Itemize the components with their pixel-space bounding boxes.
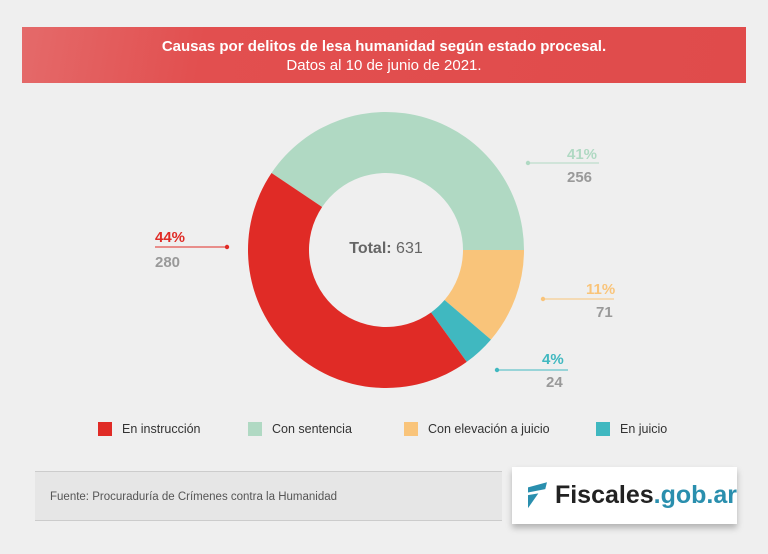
legend-item-elevacion: Con elevación a juicio (404, 422, 550, 436)
legend-swatch (248, 422, 262, 436)
pct-label-con-sentencia: 41% (567, 146, 598, 163)
leader-dot (494, 367, 500, 373)
legend-label: Con sentencia (272, 422, 352, 436)
value-label-en-instruccion: 280 (155, 254, 181, 271)
slice-en-juicio (431, 300, 491, 362)
legend-swatch (98, 422, 112, 436)
legend-label: En juicio (620, 422, 668, 436)
logo-flag-icon (528, 481, 547, 508)
legend-swatch (596, 422, 610, 436)
legend-item-con-sentencia: Con sentencia (248, 422, 352, 436)
slice-en-instruccion (247, 172, 467, 389)
pct-label-en-juicio: 4% (542, 351, 564, 368)
chart-title: Causas por delitos de lesa humanidad seg… (161, 38, 607, 55)
value-label-con-sentencia: 256 (567, 169, 593, 186)
chart-subtitle: Datos al 10 de junio de 2021. (286, 57, 482, 74)
title-banner: Causas por delitos de lesa humanidad seg… (22, 27, 746, 83)
legend-item-en-juicio: En juicio (596, 422, 667, 436)
fiscales-logo: Fiscales.gob.ar (512, 467, 737, 524)
legend-label: En instrucción (122, 422, 201, 436)
leader-dot (224, 244, 230, 250)
source-note: Fuente: Procuraduría de Crímenes contra … (35, 471, 502, 521)
total-label: Total: 631 (349, 240, 423, 257)
pct-label-elevacion: 11% (586, 281, 616, 298)
slice-con-sentencia (271, 112, 524, 251)
value-label-elevacion: 71 (596, 304, 613, 321)
slice-elevacion (444, 250, 524, 340)
leader-dot (525, 160, 531, 166)
pct-label-en-instruccion: 44% (155, 229, 186, 246)
leader-dot (540, 296, 546, 302)
logo-text: Fiscales.gob.ar (554, 481, 737, 509)
legend-swatch (404, 422, 418, 436)
legend-item-en-instruccion: En instrucción (98, 422, 201, 436)
legend-label: Con elevación a juicio (428, 422, 550, 436)
value-label-en-juicio: 24 (546, 374, 563, 391)
